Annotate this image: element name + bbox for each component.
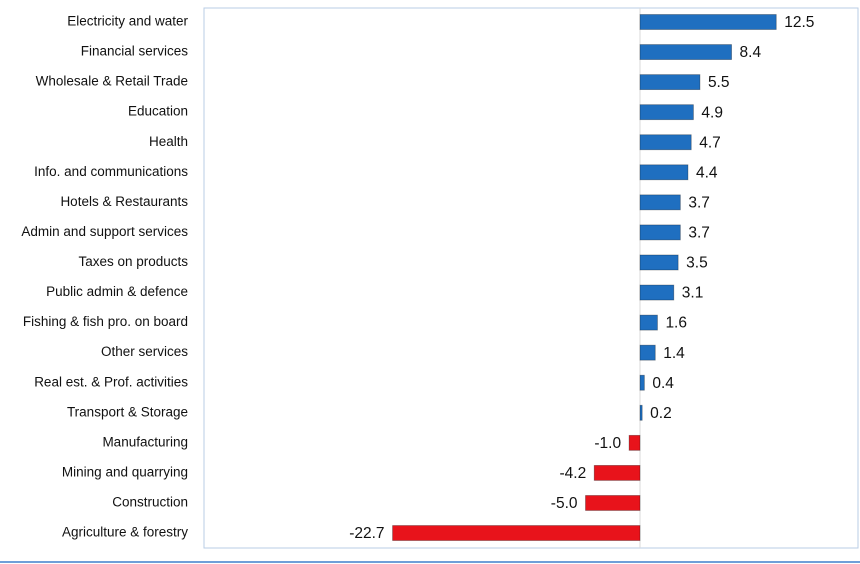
bar <box>639 374 645 391</box>
bar <box>639 44 732 60</box>
category-label: Electricity and water <box>67 14 188 29</box>
category-label: Fishing & fish pro. on board <box>23 314 188 329</box>
bar <box>593 464 641 481</box>
category-label: Public admin & defence <box>46 284 188 299</box>
value-label: 4.7 <box>699 134 721 151</box>
category-label: Education <box>128 104 188 119</box>
value-label: 3.1 <box>682 285 704 302</box>
bar <box>639 224 681 241</box>
bar <box>585 495 641 511</box>
bar <box>639 284 675 301</box>
value-label: 3.7 <box>688 194 710 211</box>
value-label: -1.0 <box>594 435 621 452</box>
category-label: Other services <box>101 344 188 359</box>
value-label: 12.5 <box>784 14 814 31</box>
value-label: 0.2 <box>650 405 672 422</box>
bar <box>639 74 701 91</box>
plot-area <box>203 7 859 549</box>
value-label: 3.5 <box>686 255 708 272</box>
category-label: Admin and support services <box>21 224 188 239</box>
category-label: Health <box>149 134 188 149</box>
category-label: Agriculture & forestry <box>62 525 188 540</box>
category-label: Financial services <box>81 44 189 59</box>
bar <box>639 344 656 361</box>
value-label: 3.7 <box>688 225 710 242</box>
category-label: Taxes on products <box>78 254 188 269</box>
value-label: -5.0 <box>551 495 578 512</box>
category-label: Hotels & Restaurants <box>60 194 188 209</box>
bar <box>639 134 692 151</box>
value-label: 4.9 <box>701 104 723 121</box>
value-label: 5.5 <box>708 74 730 91</box>
category-label: Mining and quarrying <box>62 464 188 479</box>
value-label: 1.6 <box>665 315 687 332</box>
value-label: 8.4 <box>740 44 762 61</box>
bar <box>639 14 777 30</box>
value-label: -22.7 <box>349 525 384 542</box>
value-label: -4.2 <box>560 465 587 482</box>
category-label: Real est. & Prof. activities <box>34 374 188 389</box>
bar <box>392 525 641 541</box>
category-label: Transport & Storage <box>67 404 188 419</box>
bar <box>628 434 641 451</box>
bar <box>639 254 679 271</box>
bar <box>639 194 681 211</box>
value-label: 1.4 <box>663 345 685 362</box>
value-label: 4.4 <box>696 164 718 181</box>
category-label: Manufacturing <box>102 434 188 449</box>
value-label: 0.4 <box>652 375 674 392</box>
bar <box>639 314 658 331</box>
category-label: Info. and communications <box>34 164 188 179</box>
bar <box>639 164 689 181</box>
category-label: Wholesale & Retail Trade <box>36 74 188 89</box>
category-label: Construction <box>112 495 188 510</box>
bar <box>639 404 643 421</box>
bar <box>639 104 694 121</box>
